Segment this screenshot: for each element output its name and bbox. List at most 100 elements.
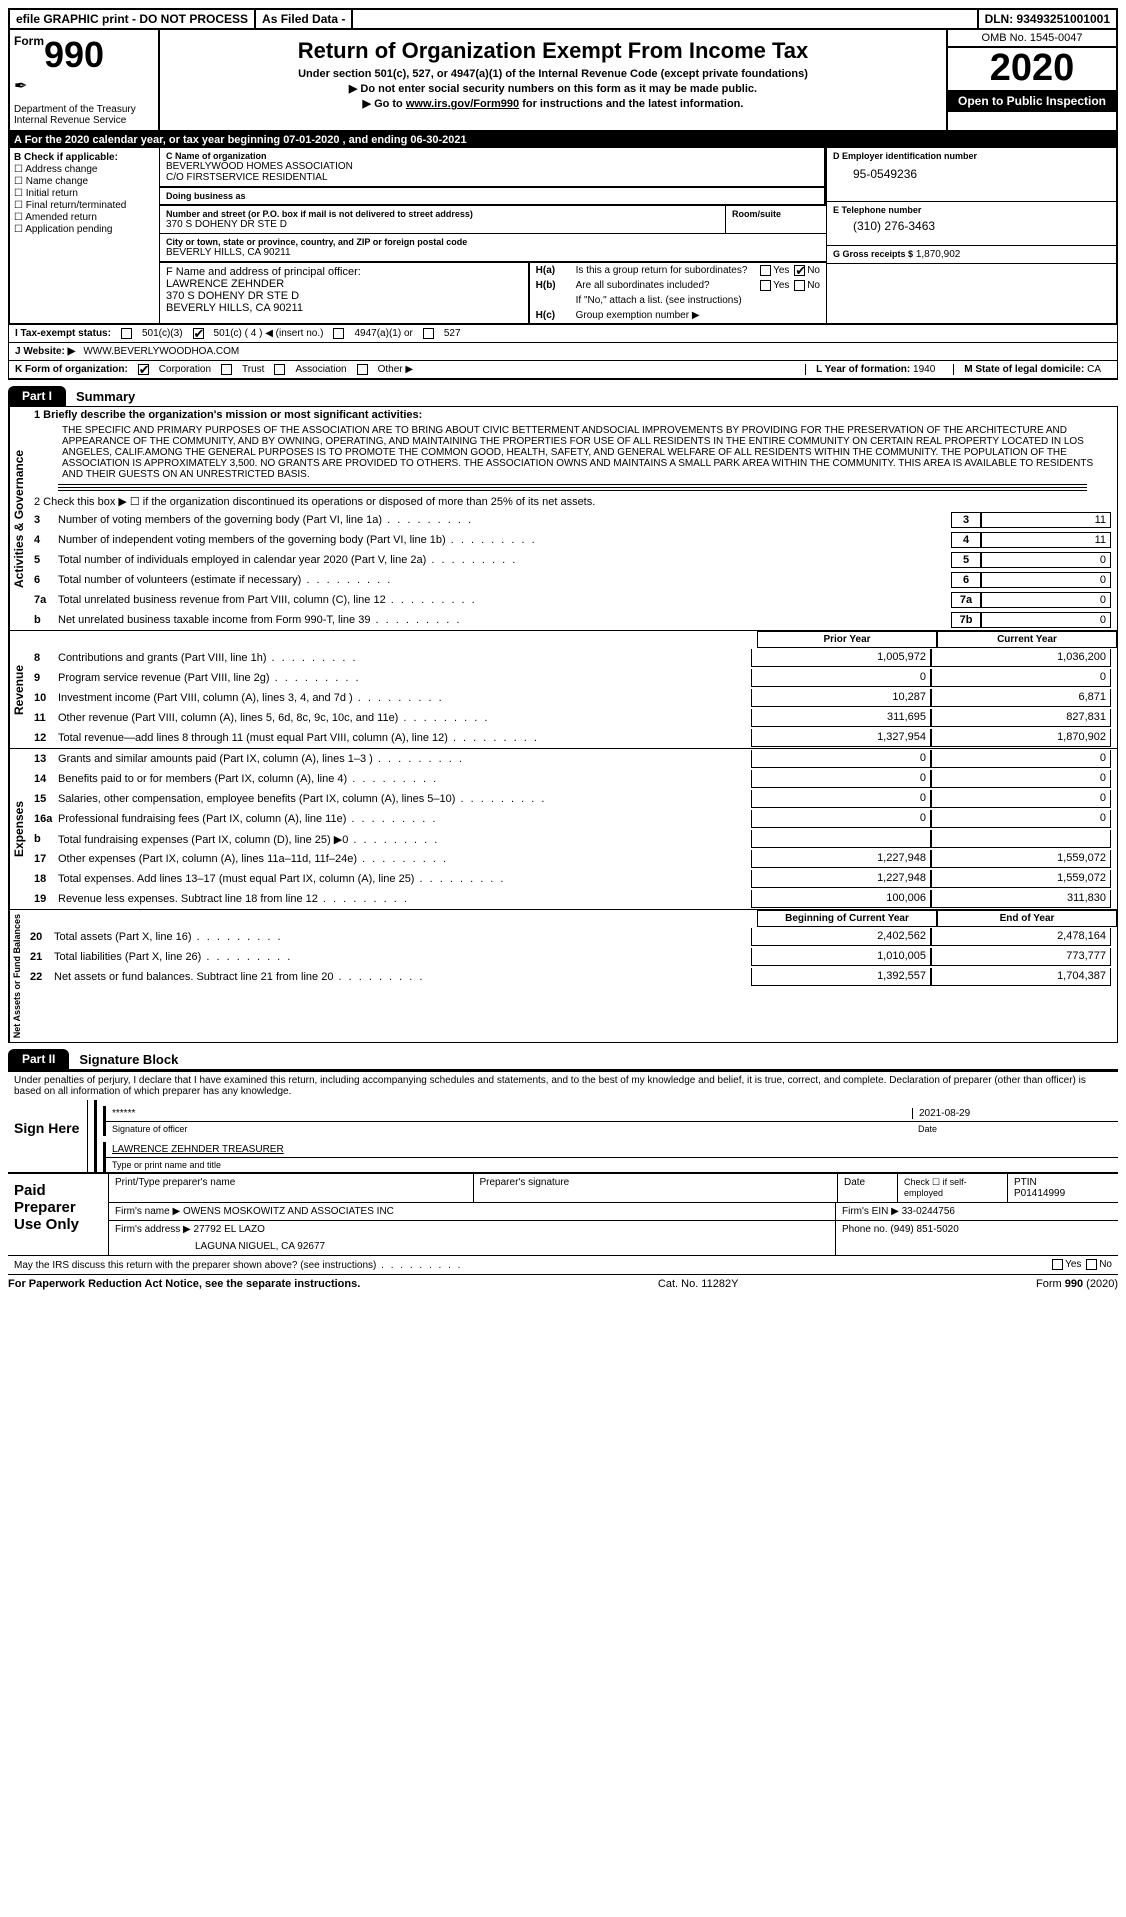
summary-line-3: 3Number of voting members of the governi… xyxy=(28,510,1117,530)
summary-line-7a: 7aTotal unrelated business revenue from … xyxy=(28,590,1117,610)
chk-amended[interactable]: ☐ Amended return xyxy=(14,212,155,223)
part2-header: Part II Signature Block xyxy=(8,1049,1118,1069)
summary-line-7b: bNet unrelated business taxable income f… xyxy=(28,610,1117,630)
summary-line-12: 12Total revenue—add lines 8 through 11 (… xyxy=(28,728,1117,748)
ein-value: 95-0549236 xyxy=(833,161,1110,181)
summary-line-14: 14Benefits paid to or for members (Part … xyxy=(28,769,1117,789)
row-j-website: J Website: ▶ WWW.BEVERLYWOODHOA.COM xyxy=(8,343,1118,361)
part1-header: Part I Summary xyxy=(8,386,1118,406)
firm-phone: (949) 851-5020 xyxy=(890,1224,958,1235)
firm-addr2: LAGUNA NIGUEL, CA 92677 xyxy=(115,1235,829,1252)
chk-501c[interactable] xyxy=(193,328,204,339)
page-footer: For Paperwork Reduction Act Notice, see … xyxy=(8,1274,1118,1293)
chk-discuss-yes[interactable] xyxy=(1052,1259,1063,1270)
col-b-checkboxes: B Check if applicable: ☐ Address change … xyxy=(10,148,160,323)
irs-link[interactable]: www.irs.gov/Form990 xyxy=(406,98,519,110)
summary-line-15: 15Salaries, other compensation, employee… xyxy=(28,789,1117,809)
chk-initial-return[interactable]: ☐ Initial return xyxy=(14,188,155,199)
year-formation: 1940 xyxy=(913,364,935,375)
paid-preparer-label: Paid Preparer Use Only xyxy=(8,1174,108,1255)
chk-assoc[interactable] xyxy=(274,364,285,375)
chk-app-pending[interactable]: ☐ Application pending xyxy=(14,224,155,235)
vlabel-revenue: Revenue xyxy=(9,631,28,748)
topbar-spacer xyxy=(353,10,978,28)
chk-final-return[interactable]: ☐ Final return/terminated xyxy=(14,200,155,211)
chk-501c3[interactable] xyxy=(121,328,132,339)
row-i-tax-status: I Tax-exempt status: 501(c)(3) 501(c) ( … xyxy=(8,325,1118,343)
summary-line-b: bTotal fundraising expenses (Part IX, co… xyxy=(28,829,1117,849)
efile-top-bar: efile GRAPHIC print - DO NOT PROCESS As … xyxy=(8,8,1118,30)
officer-signature-name: LAWRENCE ZEHNDER TREASURER xyxy=(112,1144,1112,1155)
officer-addr1: 370 S DOHENY DR STE D xyxy=(166,290,522,302)
org-co: C/O FIRSTSERVICE RESIDENTIAL xyxy=(166,172,818,183)
form-990-logo: Form990 xyxy=(14,34,154,76)
ptin-value: P01414999 xyxy=(1014,1188,1112,1199)
tel-value: (310) 276-3463 xyxy=(833,215,1110,233)
omb-number: OMB No. 1545-0047 xyxy=(948,30,1116,48)
summary-line-19: 19Revenue less expenses. Subtract line 1… xyxy=(28,889,1117,909)
chk-name-change[interactable]: ☐ Name change xyxy=(14,176,155,187)
summary-line-21: 21Total liabilities (Part X, line 26)1,0… xyxy=(24,947,1117,967)
summary-line-5: 5Total number of individuals employed in… xyxy=(28,550,1117,570)
org-street: 370 S DOHENY DR STE D xyxy=(166,219,719,230)
summary-line-11: 11Other revenue (Part VIII, column (A), … xyxy=(28,708,1117,728)
summary-line-20: 20Total assets (Part X, line 16)2,402,56… xyxy=(24,927,1117,947)
chk-trust[interactable] xyxy=(221,364,232,375)
summary-line-4: 4Number of independent voting members of… xyxy=(28,530,1117,550)
form-title: Return of Organization Exempt From Incom… xyxy=(168,38,938,64)
state-domicile: CA xyxy=(1087,364,1101,375)
perjury-declaration: Under penalties of perjury, I declare th… xyxy=(8,1072,1118,1100)
chk-discuss-no[interactable] xyxy=(1086,1259,1097,1270)
open-inspection: Open to Public Inspection xyxy=(948,90,1116,112)
row-a-period: A For the 2020 calendar year, or tax yea… xyxy=(8,132,1118,148)
chk-4947[interactable] xyxy=(333,328,344,339)
org-name: BEVERLYWOOD HOMES ASSOCIATION xyxy=(166,161,818,172)
summary-line-13: 13Grants and similar amounts paid (Part … xyxy=(28,749,1117,769)
vlabel-net-assets: Net Assets or Fund Balances xyxy=(9,910,24,1042)
efile-label: efile GRAPHIC print - DO NOT PROCESS xyxy=(10,10,256,28)
summary-line-9: 9Program service revenue (Part VIII, lin… xyxy=(28,668,1117,688)
summary-line-8: 8Contributions and grants (Part VIII, li… xyxy=(28,648,1117,668)
firm-name: OWENS MOSKOWITZ AND ASSOCIATES INC xyxy=(183,1206,394,1217)
officer-name: LAWRENCE ZEHNDER xyxy=(166,278,522,290)
vlabel-expenses: Expenses xyxy=(9,749,28,909)
summary-line-22: 22Net assets or fund balances. Subtract … xyxy=(24,967,1117,987)
subtitle-2: ▶ Do not enter social security numbers o… xyxy=(168,82,938,95)
signature-block: Under penalties of perjury, I declare th… xyxy=(8,1069,1118,1273)
dln-label: DLN: 93493251001001 xyxy=(979,10,1116,28)
header-mid: Return of Organization Exempt From Incom… xyxy=(160,30,946,130)
row-k-org-form: K Form of organization: Corporation Trus… xyxy=(8,361,1118,380)
entity-info-grid: B Check if applicable: ☐ Address change … xyxy=(8,148,1118,325)
website-value: WWW.BEVERLYWOODHOA.COM xyxy=(83,346,239,357)
dept-label: Department of the Treasury xyxy=(14,104,154,115)
summary-line-16a: 16aProfessional fundraising fees (Part I… xyxy=(28,809,1117,829)
asfiled-label: As Filed Data - xyxy=(256,10,353,28)
firm-ein: 33-0244756 xyxy=(902,1206,955,1217)
chk-address-change[interactable]: ☐ Address change xyxy=(14,164,155,175)
form-header: Form990 ✒ Department of the Treasury Int… xyxy=(8,30,1118,132)
col-d-ein: D Employer identification number 95-0549… xyxy=(826,148,1116,323)
summary-line-6: 6Total number of volunteers (estimate if… xyxy=(28,570,1117,590)
chk-other[interactable] xyxy=(357,364,368,375)
subtitle-1: Under section 501(c), 527, or 4947(a)(1)… xyxy=(168,68,938,80)
gross-receipts: 1,870,902 xyxy=(916,249,961,260)
vlabel-governance: Activities & Governance xyxy=(9,407,28,630)
officer-addr2: BEVERLY HILLS, CA 90211 xyxy=(166,302,522,314)
header-right: OMB No. 1545-0047 2020 Open to Public In… xyxy=(946,30,1116,130)
summary-line-17: 17Other expenses (Part IX, column (A), l… xyxy=(28,849,1117,869)
mission-text: THE SPECIFIC AND PRIMARY PURPOSES OF THE… xyxy=(28,423,1117,482)
header-left: Form990 ✒ Department of the Treasury Int… xyxy=(10,30,160,130)
col-c-org-info: C Name of organization BEVERLYWOOD HOMES… xyxy=(160,148,826,323)
summary-line-10: 10Investment income (Part VIII, column (… xyxy=(28,688,1117,708)
sign-here-label: Sign Here xyxy=(8,1100,88,1172)
firm-addr1: 27792 EL LAZO xyxy=(194,1224,265,1235)
discuss-question: May the IRS discuss this return with the… xyxy=(14,1260,462,1271)
summary-section: Activities & Governance 1 Briefly descri… xyxy=(8,406,1118,1043)
summary-line-18: 18Total expenses. Add lines 13–17 (must … xyxy=(28,869,1117,889)
chk-527[interactable] xyxy=(423,328,434,339)
chk-corp[interactable] xyxy=(138,364,149,375)
subtitle-3: ▶ Go to www.irs.gov/Form990 for instruct… xyxy=(168,97,938,110)
paid-preparer-block: Paid Preparer Use Only Print/Type prepar… xyxy=(8,1172,1118,1255)
tax-year: 2020 xyxy=(948,48,1116,90)
org-city: BEVERLY HILLS, CA 90211 xyxy=(166,247,820,258)
